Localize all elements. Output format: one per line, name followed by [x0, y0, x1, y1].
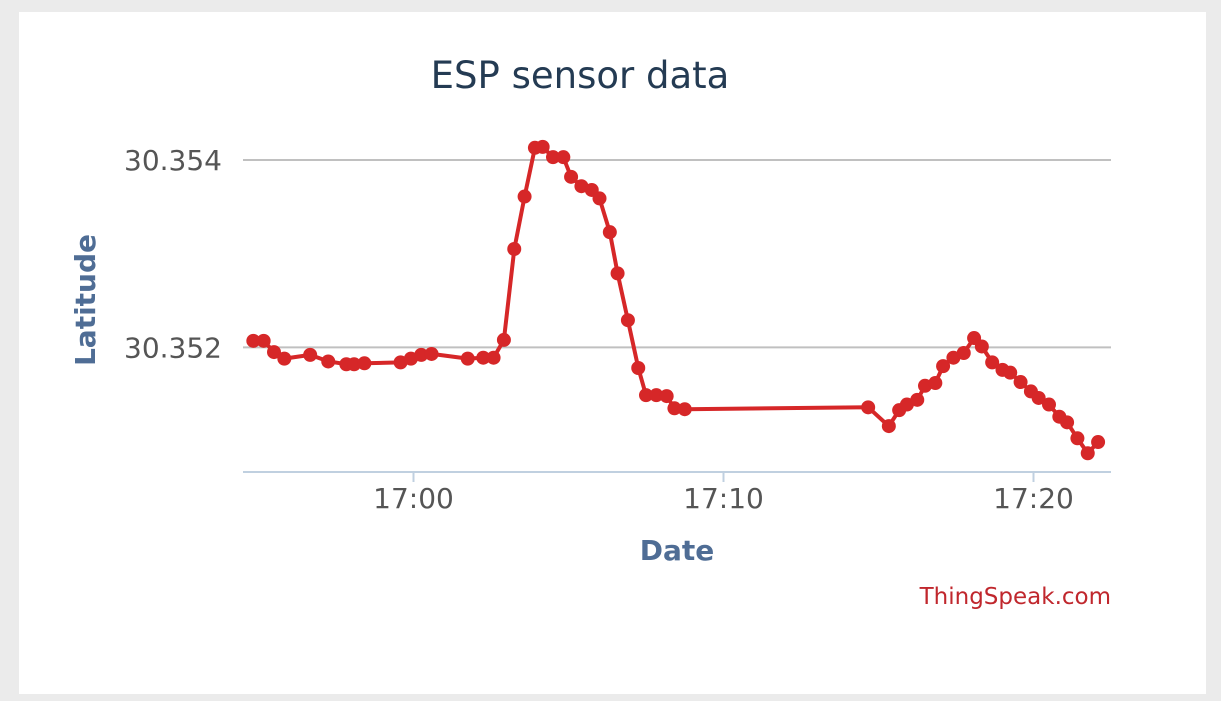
y-tick-labels: 30.352 30.354 [124, 144, 222, 364]
data-point[interactable] [881, 419, 896, 434]
data-point[interactable] [928, 375, 943, 390]
data-point[interactable] [246, 333, 261, 348]
data-point[interactable] [267, 345, 281, 360]
data-point[interactable] [476, 350, 491, 365]
data-point[interactable] [517, 189, 532, 204]
x-tick-labels: 17:00 17:10 17:20 [373, 472, 1074, 515]
data-point[interactable] [639, 388, 653, 403]
data-point[interactable] [1013, 375, 1028, 390]
data-point[interactable] [507, 242, 522, 257]
data-point[interactable] [1091, 435, 1106, 450]
data-point[interactable] [347, 357, 362, 372]
data-point[interactable] [303, 347, 318, 362]
data-point[interactable] [620, 313, 635, 328]
chart-card [19, 12, 1206, 694]
data-point[interactable] [631, 360, 646, 375]
data-point[interactable] [936, 359, 951, 374]
data-point[interactable] [277, 351, 292, 366]
data-point[interactable] [424, 346, 439, 361]
data-point[interactable] [1070, 431, 1085, 446]
data-point[interactable] [535, 139, 550, 154]
data-point[interactable] [985, 355, 1000, 370]
data-point[interactable] [1080, 446, 1095, 461]
data-point[interactable] [659, 389, 674, 404]
data-point[interactable] [649, 388, 664, 403]
thingspeak-credit-link[interactable]: ThingSpeak.com [919, 584, 1111, 610]
x-tick-label: 17:20 [993, 482, 1074, 515]
x-tick-label: 17:10 [683, 482, 764, 515]
data-point[interactable] [592, 191, 607, 206]
grid-lines [243, 158, 1111, 349]
data-point[interactable] [256, 333, 271, 348]
data-point[interactable] [677, 402, 692, 417]
data-point[interactable] [546, 150, 560, 165]
data-point[interactable] [556, 150, 571, 165]
x-axis-label: Date [640, 534, 715, 567]
data-point[interactable] [974, 339, 989, 354]
x-tick-label: 17:00 [373, 482, 454, 515]
data-point[interactable] [1031, 390, 1046, 405]
data-point[interactable] [321, 354, 336, 369]
data-point[interactable] [460, 351, 475, 366]
y-tick-label: 30.352 [124, 331, 222, 364]
data-point[interactable] [564, 169, 579, 184]
data-point[interactable] [956, 346, 971, 361]
y-tick-label: 30.354 [124, 144, 222, 177]
data-point[interactable] [861, 400, 876, 415]
y-axis-label: Latitude [69, 234, 102, 366]
data-point[interactable] [1060, 415, 1075, 430]
data-point[interactable] [610, 266, 625, 281]
data-point[interactable] [1042, 397, 1056, 412]
data-point[interactable] [910, 392, 925, 407]
data-point[interactable] [667, 401, 682, 416]
data-point[interactable] [496, 332, 511, 347]
data-point[interactable] [357, 356, 372, 371]
data-point[interactable] [602, 225, 617, 240]
series-latitude [246, 139, 1106, 461]
data-point[interactable] [414, 347, 429, 362]
chart-title: ESP sensor data [431, 54, 730, 97]
data-point[interactable] [1003, 365, 1018, 380]
data-point[interactable] [486, 350, 501, 365]
